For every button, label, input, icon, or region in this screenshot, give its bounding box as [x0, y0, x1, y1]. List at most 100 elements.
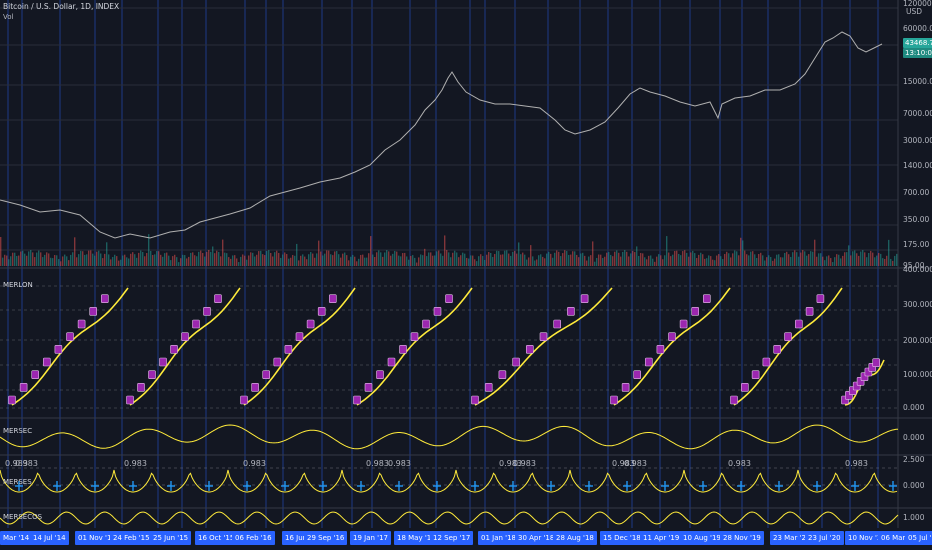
- volume-bar: [178, 262, 180, 266]
- volume-bar: [454, 250, 456, 266]
- volume-bar: [688, 256, 690, 266]
- cycle-marker: [77, 319, 86, 329]
- cycle-marker: [376, 370, 384, 379]
- volume-bar: [110, 259, 112, 266]
- volume-bar: [892, 260, 894, 266]
- merses-value: 0.983: [513, 459, 536, 468]
- volume-bar: [826, 256, 828, 266]
- volume-bar: [614, 251, 616, 266]
- volume-bar: [466, 257, 468, 266]
- volume-bar: [862, 250, 864, 266]
- volume-bar: [884, 258, 886, 266]
- volume-bar: [854, 250, 856, 266]
- volume-bar: [304, 256, 306, 266]
- volume-indicator-label[interactable]: Vol: [3, 13, 14, 21]
- volume-bar: [496, 250, 498, 266]
- volume-bar: [458, 257, 460, 266]
- volume-bar: [530, 245, 532, 266]
- volume-bar: [644, 257, 646, 266]
- time-axis[interactable]: Mar '14 14 Jul '14 01 Nov '14 24 Feb '15 25 …: [0, 528, 932, 550]
- volume-bar: [136, 257, 138, 266]
- volume-bar: [834, 257, 836, 266]
- cycle-marker: [66, 332, 74, 341]
- volume-bar: [656, 256, 658, 266]
- volume-bar: [26, 255, 28, 266]
- volume-bar: [140, 250, 142, 266]
- volume-bar: [10, 256, 12, 266]
- volume-bar: [770, 256, 772, 266]
- volume-bar: [66, 256, 68, 266]
- volume-bar: [824, 260, 826, 266]
- price-scale: 120000.0060000.0030000.0015000.007000.00…: [903, 0, 932, 522]
- volume-bar: [70, 254, 72, 266]
- volume-bar: [582, 252, 584, 266]
- volume-bar: [376, 252, 378, 266]
- volume-bar: [812, 251, 814, 266]
- volume-bar: [558, 251, 560, 266]
- merlon-tick: 400.000: [903, 265, 932, 274]
- volume-bar: [646, 259, 648, 266]
- volume-bar: [68, 260, 70, 266]
- volume-bar: [474, 259, 476, 266]
- volume-bar: [870, 250, 872, 266]
- cycle-marker: [668, 332, 676, 341]
- volume-bar: [118, 260, 120, 266]
- volume-bar: [234, 255, 236, 266]
- time-label: 12 Sep '17: [430, 531, 474, 545]
- mersec-line: [0, 424, 899, 450]
- volume-bar: [226, 253, 228, 266]
- volume-bar: [322, 255, 324, 266]
- cycle-marker: [148, 370, 156, 379]
- price-line: [0, 31, 883, 239]
- volume-bar: [736, 251, 738, 266]
- volume-bar: [604, 256, 606, 266]
- cycle-marker: [214, 294, 222, 303]
- volume-bar: [390, 255, 392, 266]
- cycle-marker: [621, 383, 630, 392]
- volume-bar: [338, 254, 340, 266]
- volume-bar: [436, 251, 438, 266]
- merlon-tick: 0.000: [903, 403, 925, 412]
- volume-bar: [14, 252, 16, 266]
- volume-bar: [250, 252, 252, 266]
- cycle-marker: [656, 345, 665, 354]
- volume-bar: [288, 258, 290, 266]
- volume-bar: [84, 254, 86, 266]
- volume-bar: [380, 252, 382, 266]
- volume-bar: [18, 255, 20, 266]
- cycle-marker: [580, 294, 589, 303]
- volume-bar: [786, 251, 788, 266]
- mersec-tick: 0.000: [903, 433, 925, 442]
- volume-bar: [800, 252, 802, 266]
- volume-bar: [206, 251, 208, 266]
- volume-bar: [572, 251, 574, 266]
- volume-bar: [372, 254, 374, 266]
- volume-bar: [706, 258, 708, 266]
- volume-bar: [394, 250, 396, 266]
- time-label: 10 Aug '19: [680, 531, 724, 545]
- volume-bar: [182, 254, 184, 266]
- volume-bar: [432, 255, 434, 266]
- volume-bar: [180, 258, 182, 266]
- volume-bar: [880, 253, 882, 266]
- volume-bar: [538, 255, 540, 266]
- volume-bar: [168, 255, 170, 266]
- volume-bar: [754, 254, 756, 266]
- volume-bar: [830, 258, 832, 266]
- volume-bar: [894, 255, 896, 266]
- symbol-title[interactable]: Bitcoin / U.S. Dollar, 1D, INDEX: [3, 2, 120, 11]
- panel-separators: [0, 0, 932, 528]
- cycle-marker: [422, 319, 430, 329]
- volume-bar: [416, 262, 418, 266]
- volume-bar: [220, 256, 222, 266]
- price-grid: [0, 7, 898, 251]
- volume-bar: [696, 258, 698, 266]
- cycle-marker: [387, 357, 396, 367]
- volume-bar: [352, 254, 354, 266]
- volume-bar: [320, 251, 322, 266]
- price-tick: 7000.00: [903, 109, 932, 118]
- volume-bar: [120, 259, 122, 266]
- volume-bar: [822, 256, 824, 266]
- volume-bar: [486, 254, 488, 266]
